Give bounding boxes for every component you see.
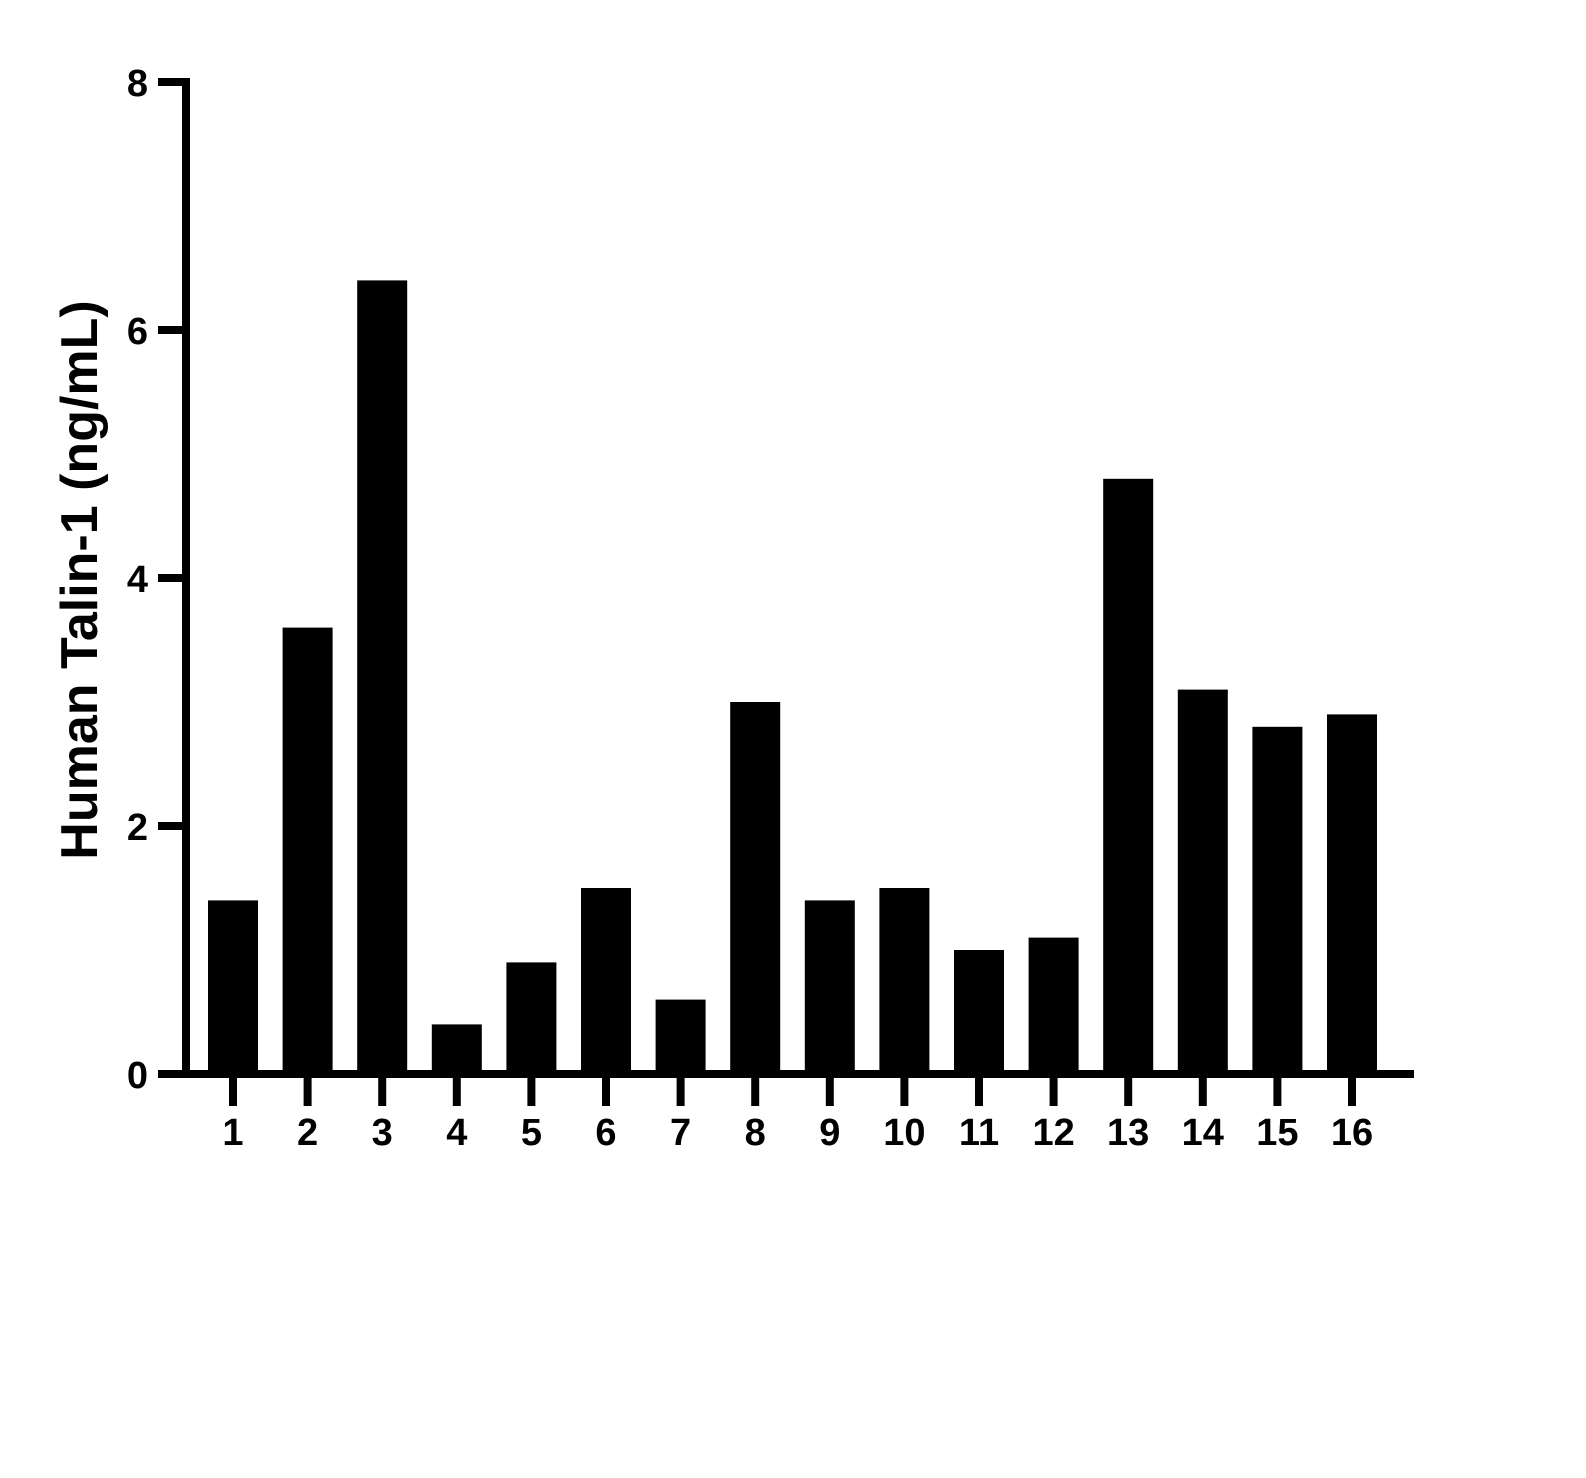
x-tick-label-9: 9 (819, 1112, 840, 1154)
y-ticks: 0 2 4 6 8 (127, 63, 186, 1097)
bar-8 (730, 702, 781, 1074)
y-tick-label-4: 4 (127, 559, 148, 601)
x-tick-label-11: 11 (959, 1112, 999, 1154)
bars-group (208, 280, 1377, 1074)
bar-10 (879, 888, 930, 1074)
x-tick-label-3: 3 (372, 1112, 393, 1154)
bar-13 (1103, 478, 1154, 1074)
x-tick-label-15: 15 (1256, 1112, 1298, 1154)
x-tick-label-12: 12 (1032, 1112, 1074, 1154)
x-tick-label-10: 10 (883, 1112, 925, 1154)
bar-9 (804, 900, 855, 1074)
x-tick-label-5: 5 (521, 1112, 542, 1154)
bar-4 (431, 1024, 482, 1074)
bar-14 (1177, 689, 1228, 1074)
x-tick-label-6: 6 (595, 1112, 616, 1154)
bar-5 (506, 962, 557, 1074)
y-tick-label-2: 2 (127, 807, 148, 849)
x-axis: 1 2 3 4 5 6 7 8 9 10 11 12 13 14 15 16 (158, 1070, 1414, 1154)
x-tick-label-8: 8 (745, 1112, 766, 1154)
x-ticks: 1 2 3 4 5 6 7 8 9 10 11 12 13 14 15 16 (222, 1074, 1373, 1154)
x-tick-label-4: 4 (446, 1112, 467, 1154)
y-tick-label-6: 6 (127, 311, 148, 353)
y-axis: 0 2 4 6 8 (127, 63, 190, 1097)
x-tick-label-14: 14 (1182, 1112, 1224, 1154)
bar-16 (1327, 714, 1377, 1074)
bar-11 (954, 950, 1004, 1074)
y-tick-label-8: 8 (127, 63, 148, 105)
bar-3 (357, 280, 408, 1074)
x-tick-label-16: 16 (1331, 1112, 1373, 1154)
bar-7 (655, 999, 706, 1074)
y-tick-label-0: 0 (127, 1055, 148, 1097)
bar-2 (282, 627, 333, 1074)
bar-6 (581, 888, 631, 1074)
y-axis-label: Human Talin-1 (ng/mL) (51, 300, 109, 859)
bar-12 (1028, 937, 1079, 1074)
x-tick-label-7: 7 (670, 1112, 691, 1154)
x-tick-label-13: 13 (1107, 1112, 1149, 1154)
x-tick-label-2: 2 (297, 1112, 318, 1154)
x-tick-label-1: 1 (222, 1112, 243, 1154)
bar-15 (1252, 726, 1303, 1074)
bar-1 (208, 900, 258, 1074)
